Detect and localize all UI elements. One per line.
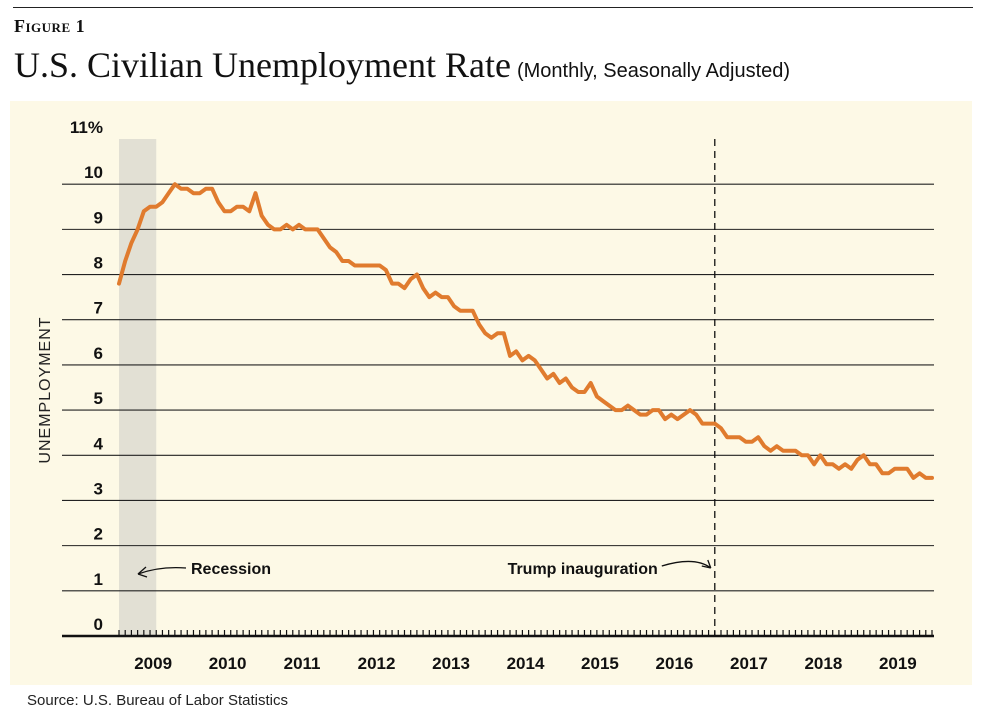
y-axis-title: UNEMPLOYMENT bbox=[37, 316, 54, 463]
y-tick-label: 8 bbox=[94, 254, 103, 273]
chart-subtitle: (Monthly, Seasonally Adjusted) bbox=[516, 60, 791, 82]
x-tick-label: 2012 bbox=[358, 654, 396, 673]
x-tick-label: 2016 bbox=[656, 654, 694, 673]
y-tick-label: 9 bbox=[94, 208, 103, 227]
chart-panel bbox=[10, 101, 972, 685]
recession-label: Recession bbox=[191, 561, 271, 578]
unemployment-series-line bbox=[117, 182, 934, 480]
chart-title-block: U.S. Civilian Unemployment Rate (Monthly,… bbox=[14, 44, 790, 86]
x-tick-label: 2009 bbox=[134, 654, 172, 673]
source-note: Source: U.S. Bureau of Labor Statistics bbox=[27, 692, 288, 709]
y-tick-label: 0 bbox=[94, 615, 103, 634]
x-tick-label: 2019 bbox=[879, 654, 917, 673]
y-tick-label: 7 bbox=[94, 299, 103, 318]
chart-title: U.S. Civilian Unemployment Rate bbox=[14, 45, 511, 85]
y-tick-label: 11% bbox=[70, 118, 103, 137]
inauguration-arrowhead bbox=[701, 559, 712, 569]
x-tick-label: 2018 bbox=[804, 654, 842, 673]
y-tick-label: 6 bbox=[94, 344, 103, 363]
y-tick-label: 1 bbox=[94, 570, 103, 589]
y-tick-label: 3 bbox=[94, 479, 103, 498]
x-tick-label: 2014 bbox=[507, 654, 545, 673]
y-tick-label: 5 bbox=[94, 389, 103, 408]
y-tick-label: 2 bbox=[94, 525, 103, 544]
recession-arrow bbox=[137, 566, 187, 575]
x-tick-label: 2010 bbox=[209, 654, 247, 673]
top-rule bbox=[13, 7, 973, 8]
y-tick-label: 10 bbox=[84, 163, 103, 182]
inauguration-arrow bbox=[661, 560, 712, 569]
x-tick-label: 2011 bbox=[284, 654, 321, 673]
figure-label: Figure 1 bbox=[14, 16, 86, 36]
x-tick-label: 2013 bbox=[432, 654, 470, 673]
recession-band bbox=[119, 139, 157, 636]
recession-arrowhead bbox=[137, 566, 148, 578]
inauguration-label: Trump inauguration bbox=[508, 561, 658, 578]
x-tick-label: 2017 bbox=[730, 654, 768, 673]
x-tick-label: 2015 bbox=[581, 654, 619, 673]
y-tick-label: 4 bbox=[94, 434, 104, 453]
